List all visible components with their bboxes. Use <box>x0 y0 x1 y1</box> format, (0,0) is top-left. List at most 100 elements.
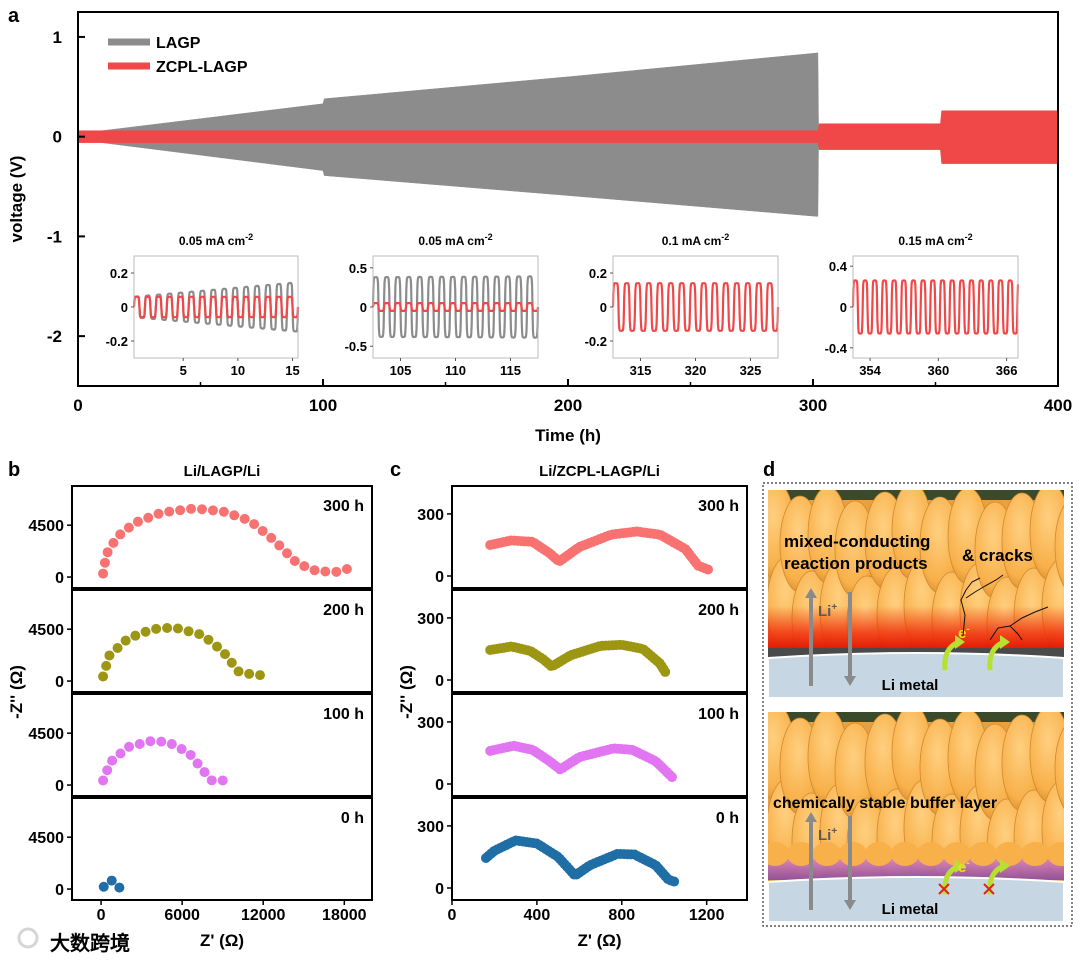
inset-series-zcpl <box>371 302 540 312</box>
electron-label: e- <box>958 624 970 642</box>
data-point <box>660 666 671 677</box>
panel-c-eis-zcpl-lagp: c Li/ZCPL-LAGP/Li 0 300 300 h 0 300 200 h 0 300 10… <box>390 459 748 950</box>
reaction-layer <box>768 606 1064 652</box>
data-point <box>112 643 123 654</box>
data-point <box>206 775 217 786</box>
y-tick-label: 4500 <box>28 622 64 639</box>
x-tick-label: 200 <box>554 396 582 415</box>
eis-subplot-200h: 0 300 200 h <box>417 589 748 693</box>
data-point <box>120 635 131 646</box>
x-axis-label: Z' (Ω) <box>200 931 244 950</box>
li-metal-label: Li metal <box>882 901 939 918</box>
y-tick-label: 0 <box>435 569 444 586</box>
y-axis-label: voltage (V) <box>7 156 26 243</box>
x-tick-label: 800 <box>608 907 635 924</box>
inset-series-zcpl <box>132 295 300 319</box>
data-point <box>255 670 266 681</box>
inset-x-tick-label: 325 <box>740 363 762 378</box>
y-tick-label: -1 <box>47 227 62 246</box>
y-tick-label: 300 <box>417 819 444 836</box>
data-point <box>172 623 183 634</box>
data-point <box>185 749 196 760</box>
data-point <box>203 634 214 645</box>
x-tick-label: 1200 <box>689 907 725 924</box>
electron-arrow-head <box>955 859 965 873</box>
data-point <box>194 629 205 640</box>
inset-y-tick-label: 0.4 <box>829 259 848 274</box>
inset-x-tick-label: 115 <box>500 363 521 378</box>
data-point <box>102 547 113 558</box>
y-tick-label: 300 <box>417 611 444 628</box>
y-tick-label: 4500 <box>28 518 64 535</box>
x-tick-label: 100 <box>309 396 337 415</box>
lagp-grain-bottom <box>865 842 893 866</box>
crack-line <box>965 574 1004 599</box>
data-point <box>233 666 244 677</box>
lagp-grain-bottom <box>787 842 815 866</box>
data-point <box>114 882 125 893</box>
blocked-x-icon <box>938 883 950 895</box>
watermark-logo-icon <box>17 927 39 949</box>
data-point <box>98 881 109 892</box>
li-ion-label: Li+ <box>818 826 837 844</box>
lagp-grain-bottom <box>917 842 945 866</box>
e-sup: - <box>966 858 969 869</box>
series-label: 300 h <box>698 498 739 515</box>
data-point <box>107 755 118 766</box>
inset-y-tick-label: 0 <box>600 300 607 315</box>
inset-3: 315 320 325 0.2 0 -0.2 0.1 mA cm-2 <box>585 232 780 378</box>
series-label: 200 h <box>698 602 739 619</box>
inset-4: 354 360 366 0.4 0 -0.4 0.15 mA cm-2 <box>825 232 1020 378</box>
series-label: 300 h <box>323 498 364 515</box>
subplot-frame <box>71 693 373 797</box>
data-point <box>132 516 143 527</box>
subplot-frame <box>451 485 748 589</box>
inset-y-tick-label: 0.2 <box>589 266 607 281</box>
data-point <box>164 506 175 517</box>
data-point <box>106 875 117 886</box>
y-tick-label: 0 <box>435 881 444 898</box>
data-point <box>192 758 203 769</box>
arrow-down-head <box>844 676 856 686</box>
x-tick-label: 0 <box>448 907 457 924</box>
subplot-frame <box>451 797 748 901</box>
series-label: 200 h <box>323 602 364 619</box>
data-point <box>239 513 250 524</box>
arrow-down-head <box>844 900 856 910</box>
inset-y-tick-label: 0.2 <box>110 266 128 281</box>
data-point <box>220 649 231 660</box>
data-point <box>217 775 228 786</box>
data-point <box>145 736 156 747</box>
panel-label-a: a <box>8 5 20 27</box>
y-axis-label: -Z'' (Ω) <box>7 665 26 719</box>
lagp-grain <box>1054 727 1064 809</box>
subplot-frame <box>451 693 748 797</box>
subplot-frame <box>451 589 748 693</box>
inset-title-sup: -2 <box>721 232 729 242</box>
data-point <box>320 566 331 577</box>
eis-subplot-200h: 0 4500 200 h <box>28 589 373 693</box>
panel-b-eis-lagp: b Li/LAGP/Li 0 4500 300 h 0 4500 200 h 0 4500 100 … <box>7 459 373 950</box>
y-tick-label: 0 <box>55 674 64 691</box>
inset-y-tick-label: 0 <box>121 300 128 315</box>
data-point <box>153 508 164 519</box>
data-point <box>104 650 115 661</box>
data-point <box>212 641 223 652</box>
inset-title-sup: -2 <box>245 232 253 242</box>
series-label: 0 h <box>716 810 739 827</box>
lagp-grain <box>1067 795 1080 891</box>
x-tick-label: 0 <box>97 907 106 924</box>
data-point <box>274 540 285 551</box>
x-tick-label: 6000 <box>164 907 200 924</box>
inset-series-zcpl <box>851 279 1020 335</box>
data-point <box>115 529 126 540</box>
eis-subplot-300h: 0 300 300 h <box>417 485 748 589</box>
data-point <box>226 657 237 668</box>
li-text: Li <box>818 827 831 844</box>
electron-label: e- <box>958 858 970 876</box>
inset-y-tick-label: 0 <box>360 300 367 315</box>
eis-subplot-100h: 0 4500 100 h <box>28 693 373 797</box>
arrow-up-head <box>805 812 817 822</box>
